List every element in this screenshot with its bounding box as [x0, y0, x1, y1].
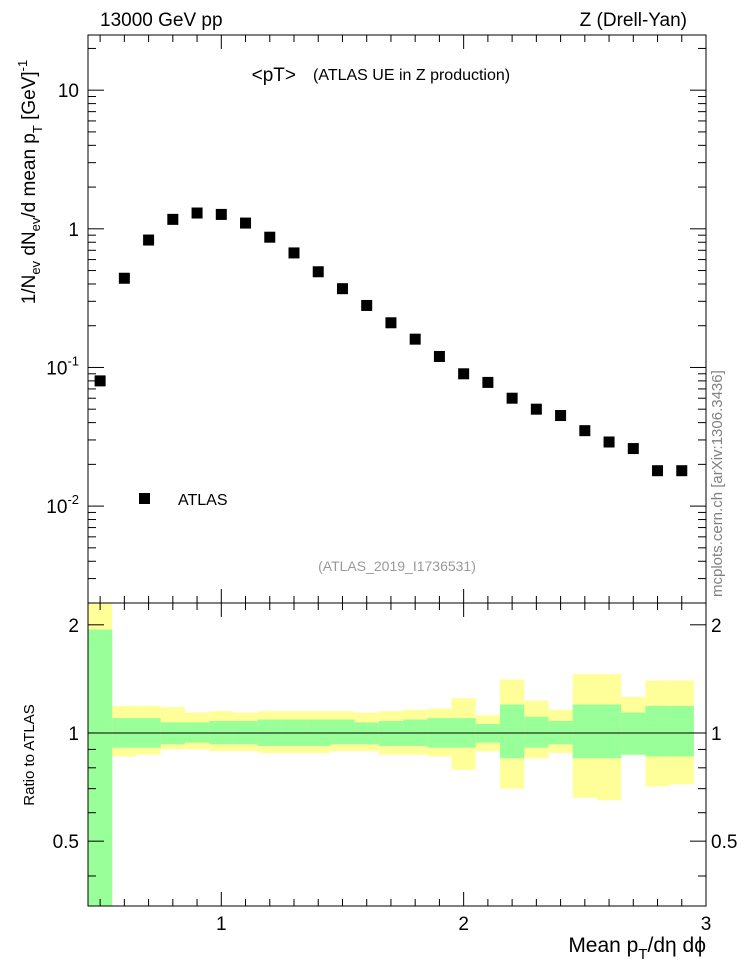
atlas-data-point — [118, 272, 130, 284]
legend-marker-atlas — [139, 493, 150, 504]
atlas-data-point — [676, 465, 688, 477]
main-plot-title: <pT> — [252, 65, 296, 86]
atlas-data-point — [143, 234, 155, 246]
atlas-data-point — [409, 333, 421, 345]
ratio-band-stat — [669, 705, 694, 757]
x-axis-label: Mean pT/dη dϕ — [568, 934, 706, 963]
ratio-y-tick-label: 1 — [68, 724, 79, 745]
main-plot-subtitle: (ATLAS UE in Z production) — [313, 67, 510, 84]
x-tick-label: 3 — [701, 914, 712, 935]
main-y-tick-label: 10-1 — [46, 353, 79, 379]
x-tick-label: 2 — [458, 914, 469, 935]
atlas-data-point — [555, 410, 567, 422]
legend-label-atlas: ATLAS — [178, 492, 228, 509]
ratio-band-stat — [645, 705, 670, 757]
atlas-data-point — [627, 443, 639, 455]
ratio-y-axis-label: Ratio to ATLAS — [21, 704, 38, 805]
watermark-label: mcplots.cern.ch [arXiv:1306.3436] — [709, 370, 726, 597]
header-energy: 13000 GeV pp — [100, 10, 223, 31]
main-y-tick-label: 1 — [68, 220, 79, 241]
atlas-data-point — [240, 217, 252, 229]
atlas-data-point — [361, 299, 373, 311]
header-process: Z (Drell-Yan) — [580, 10, 687, 31]
ratio-band-stat — [524, 716, 549, 748]
atlas-data-point — [288, 247, 300, 259]
ratio-band-stat — [330, 719, 355, 745]
ratio-band-stat — [596, 704, 622, 759]
atlas-data-point — [482, 376, 494, 388]
ratio-band-stat — [621, 712, 646, 755]
main-plot-y-axis-label: 1/Nev dNev/d mean pT [GeV]-1 — [15, 60, 45, 305]
atlas-data-point — [603, 436, 615, 448]
main-plot-panel: 10 1 10-1 10-2 <pT> (ATLAS UE in Z producti… — [15, 34, 707, 604]
ratio-y-tick-label: 0.5 — [53, 832, 79, 853]
main-y-tick-label: 10 — [58, 81, 79, 102]
main-plot-frame — [87, 34, 707, 604]
atlas-data-point — [264, 231, 276, 243]
atlas-data-point — [458, 368, 470, 380]
ratio-y-tick-label: 2 — [68, 616, 79, 637]
atlas-data-point — [579, 425, 591, 437]
main-y-tick-label: 10-2 — [46, 492, 79, 518]
x-tick-label: 1 — [216, 914, 227, 935]
ratio-band-stat — [500, 704, 525, 759]
ratio-band-stat — [572, 704, 597, 759]
atlas-data-point — [191, 207, 203, 219]
atlas-data-point — [530, 403, 542, 415]
ratio-band-stat — [378, 720, 404, 746]
atlas-data-point — [652, 465, 664, 477]
ratio-plot-panel: 1 2 3 2 2 1 1 0.5 0.5 Ratio to ATLAS Mean pT/dη … — [21, 602, 737, 963]
atlas-data-point — [94, 375, 106, 387]
ratio-y-tick-label-right: 1 — [711, 724, 722, 745]
atlas-data-point — [506, 392, 518, 404]
ratio-plot-frame — [87, 602, 707, 907]
atlas-data-point — [385, 317, 397, 329]
atlas-data-point — [312, 266, 324, 278]
atlas-data-point — [215, 208, 227, 220]
atlas-data-point — [336, 283, 348, 295]
ratio-y-tick-label-right: 0.5 — [711, 832, 737, 853]
atlas-data-point — [433, 350, 445, 362]
atlas-data-point — [167, 213, 179, 225]
ratio-y-tick-label-right: 2 — [711, 616, 722, 637]
analysis-tag: (ATLAS_2019_I1736531) — [318, 558, 476, 574]
